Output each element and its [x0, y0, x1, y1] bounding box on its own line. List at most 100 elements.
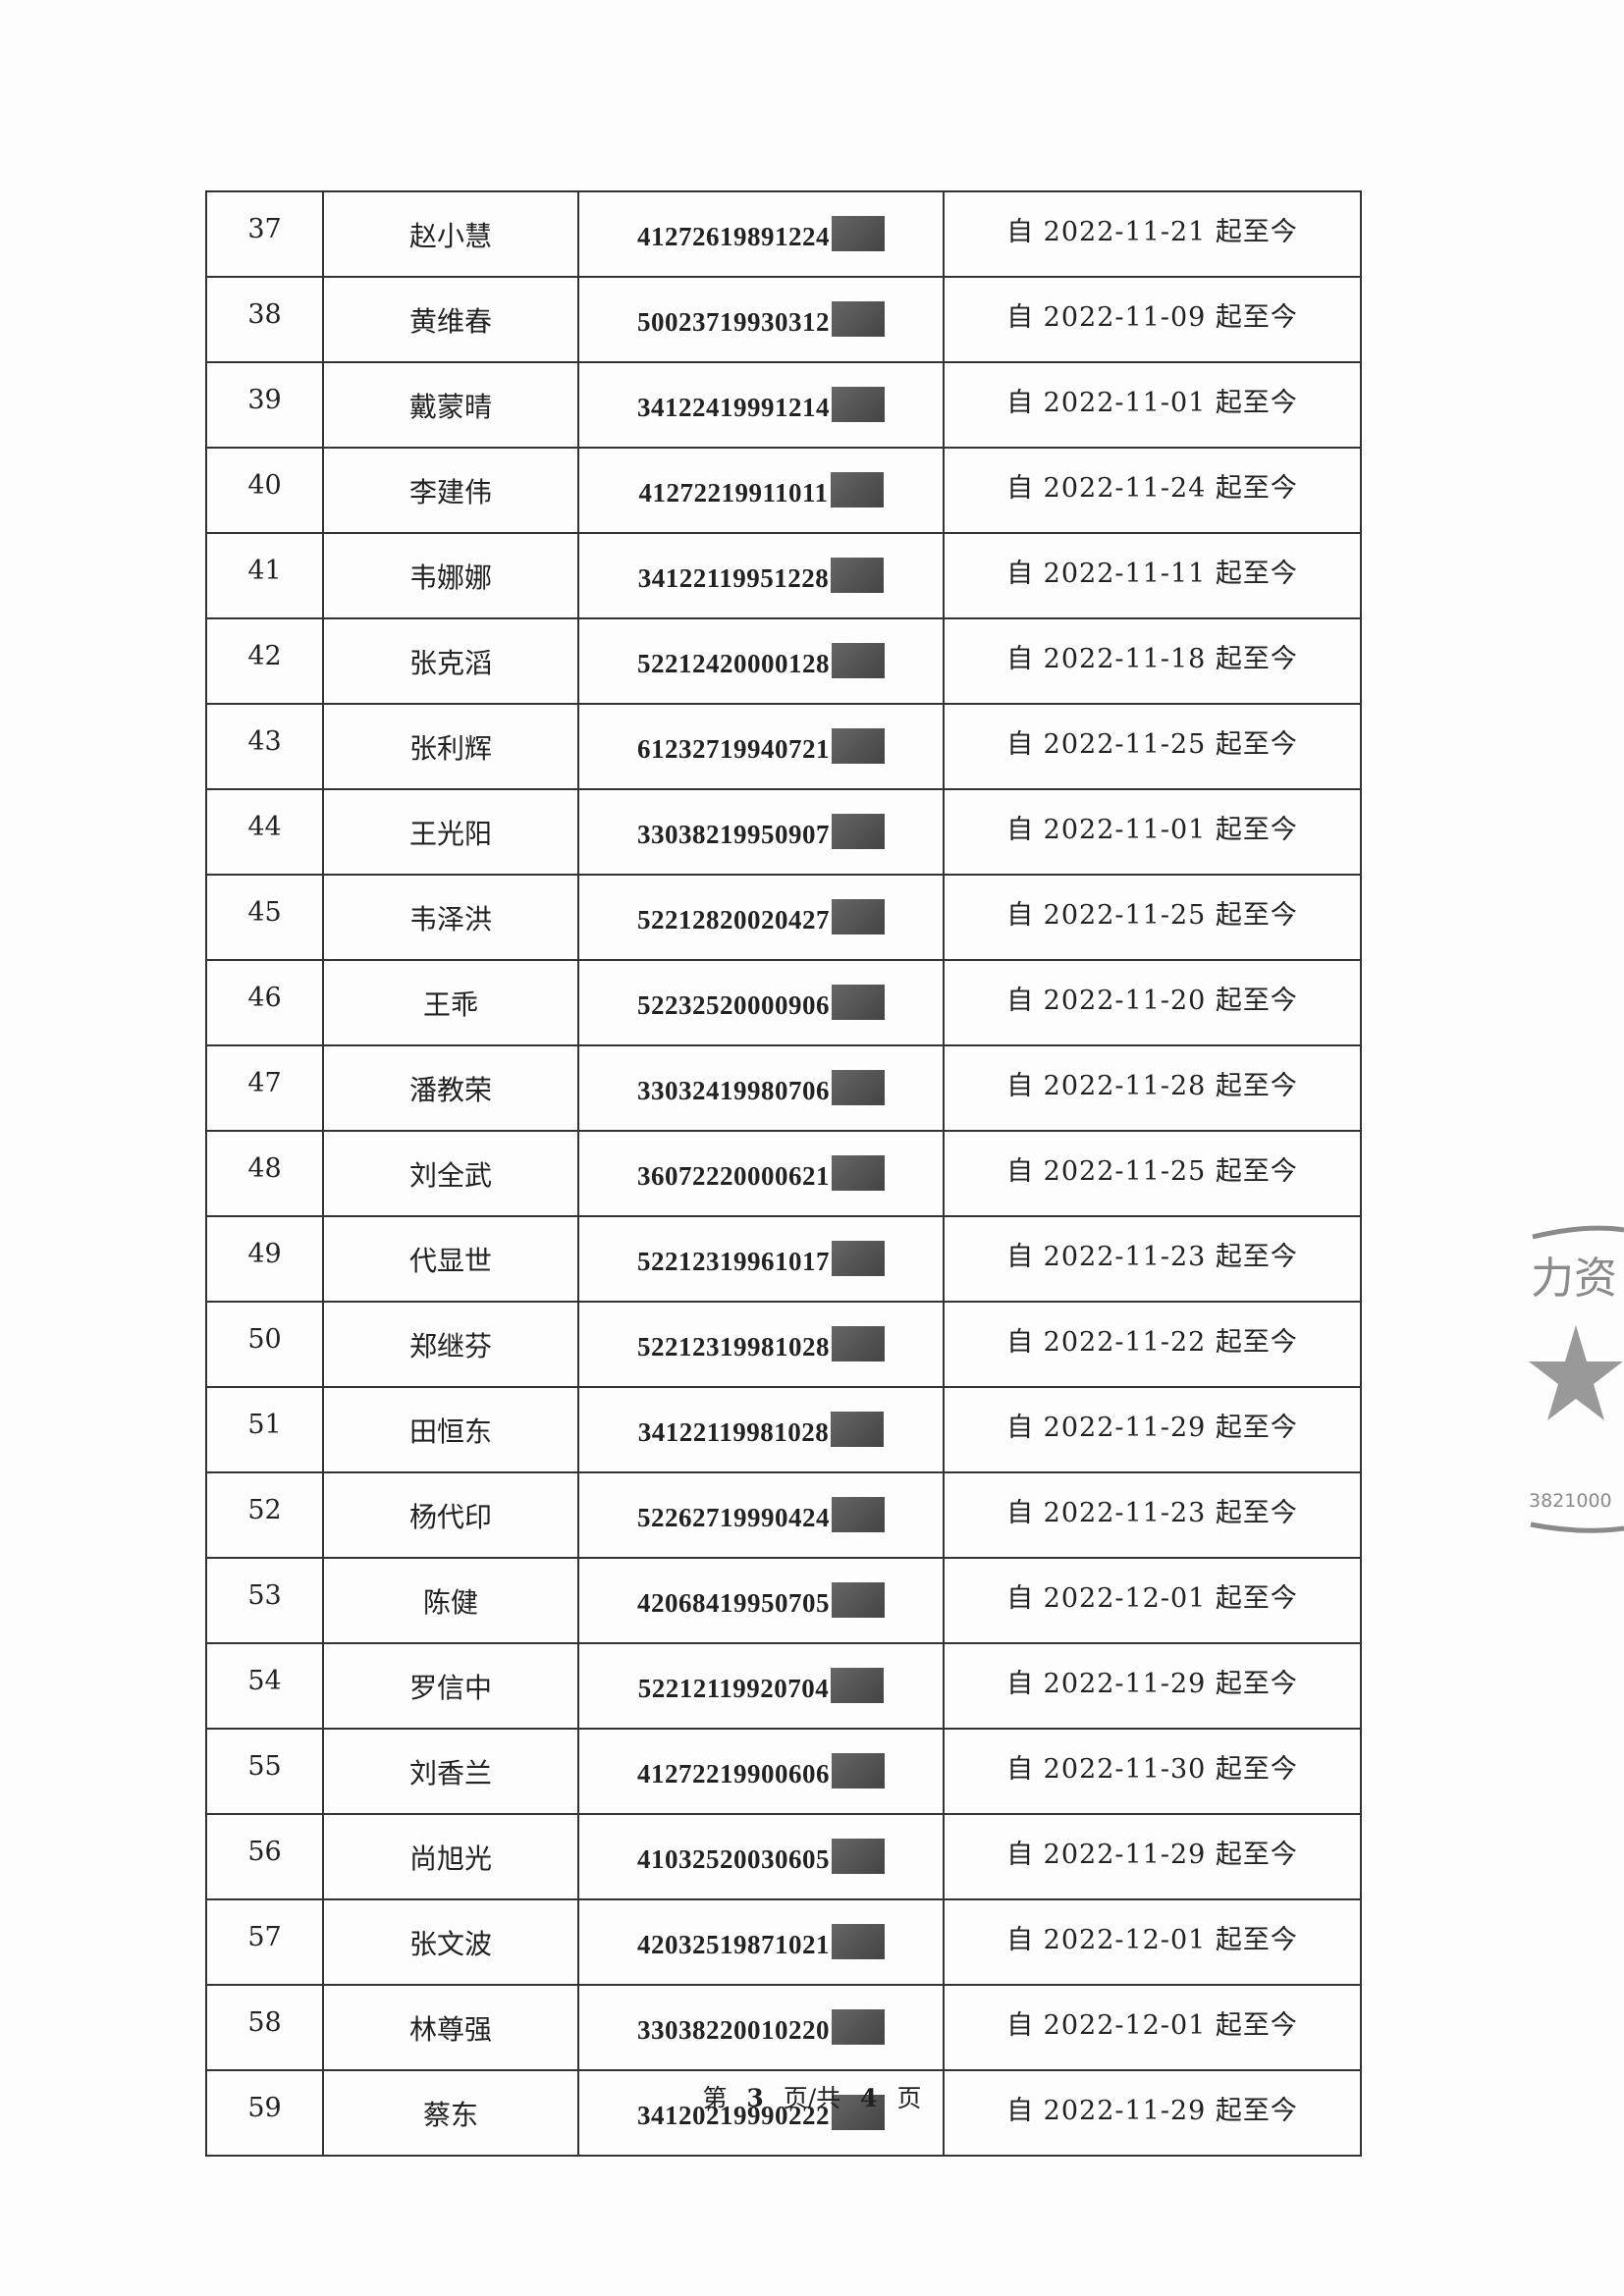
- id-number: 52262719990424: [637, 1503, 830, 1532]
- redaction-block: [832, 1582, 885, 1618]
- start-date: 自 2022-11-01 起至今: [943, 361, 1362, 449]
- start-date: 自 2022-11-23 起至今: [943, 1471, 1362, 1559]
- id-number-cell: 33038219950907: [577, 788, 945, 876]
- person-name: 田恒东: [322, 1386, 579, 1473]
- table-row: 56 尚旭光 41032520030605 自 2022-11-29 起至今: [205, 1813, 1362, 1900]
- start-date: 自 2022-11-25 起至今: [943, 874, 1362, 961]
- start-date: 自 2022-11-24 起至今: [943, 447, 1362, 534]
- id-number: 34120219990222: [637, 2101, 830, 2130]
- start-date: 自 2022-11-20 起至今: [943, 959, 1362, 1046]
- redaction-block: [832, 1497, 885, 1532]
- id-number-cell: 50023719930312: [577, 276, 945, 363]
- row-number: 52: [205, 1471, 324, 1559]
- start-date: 自 2022-11-29 起至今: [943, 1642, 1362, 1730]
- row-number: 54: [205, 1642, 324, 1730]
- seal-ring-top: [1532, 1225, 1624, 1240]
- person-name: 张克滔: [322, 617, 579, 705]
- table-row: 45 韦泽洪 52212820020427 自 2022-11-25 起至今: [205, 874, 1362, 961]
- row-number: 39: [205, 361, 324, 449]
- table-row: 51 田恒东 34122119981028 自 2022-11-29 起至今: [205, 1386, 1362, 1473]
- id-number-cell: 52212119920704: [577, 1642, 945, 1730]
- person-name: 陈健: [322, 1557, 579, 1644]
- star-icon: [1529, 1325, 1623, 1420]
- id-number-cell: 42068419950705: [577, 1557, 945, 1644]
- table-row: 57 张文波 42032519871021 自 2022-12-01 起至今: [205, 1898, 1362, 1986]
- redaction-block: [832, 814, 885, 849]
- table-row: 44 王光阳 33038219950907 自 2022-11-01 起至今: [205, 788, 1362, 876]
- redaction-block: [832, 301, 885, 337]
- id-number-cell: 52212420000128: [577, 617, 945, 705]
- table-row: 43 张利辉 61232719940721 自 2022-11-25 起至今: [205, 703, 1362, 790]
- start-date: 自 2022-11-11 起至今: [943, 532, 1362, 619]
- id-number: 52212820020427: [637, 905, 830, 934]
- id-number-cell: 61232719940721: [577, 703, 945, 790]
- start-date: 自 2022-11-21 起至今: [943, 190, 1362, 278]
- table-row: 37 赵小慧 41272619891224 自 2022-11-21 起至今: [205, 190, 1362, 278]
- person-name: 赵小慧: [322, 190, 579, 278]
- start-date: 自 2022-11-29 起至今: [943, 1813, 1362, 1900]
- seal-ring-bottom: [1530, 1522, 1624, 1533]
- id-number-cell: 52232520000906: [577, 959, 945, 1046]
- official-seal-stamp: 力资 3821000: [1529, 1225, 1624, 1533]
- start-date: 自 2022-11-29 起至今: [943, 1386, 1362, 1473]
- redaction-block: [832, 643, 885, 678]
- id-number: 34122119951228: [637, 563, 830, 593]
- id-number: 52232520000906: [637, 990, 830, 1020]
- id-number-cell: 52212319961017: [577, 1215, 945, 1303]
- id-number: 52212119920704: [637, 1674, 830, 1703]
- table-row: 47 潘教荣 33032419980706 自 2022-11-28 起至今: [205, 1044, 1362, 1132]
- row-number: 56: [205, 1813, 324, 1900]
- page-total: 4: [860, 2084, 878, 2112]
- row-number: 53: [205, 1557, 324, 1644]
- row-number: 55: [205, 1728, 324, 1815]
- start-date: 自 2022-11-18 起至今: [943, 617, 1362, 705]
- start-date: 自 2022-12-01 起至今: [943, 1984, 1362, 2071]
- row-number: 46: [205, 959, 324, 1046]
- redaction-block: [832, 1241, 885, 1276]
- table-row: 42 张克滔 52212420000128 自 2022-11-18 起至今: [205, 617, 1362, 705]
- redaction-block: [832, 1839, 885, 1874]
- person-name: 韦泽洪: [322, 874, 579, 961]
- id-number: 33038219950907: [637, 820, 830, 849]
- id-number: 52212420000128: [637, 649, 830, 678]
- start-date: 自 2022-11-28 起至今: [943, 1044, 1362, 1132]
- footer-pre: 第: [702, 2084, 728, 2112]
- person-name: 郑继芬: [322, 1301, 579, 1388]
- id-number-cell: 42032519871021: [577, 1898, 945, 1986]
- row-number: 48: [205, 1130, 324, 1217]
- id-number: 34122419991214: [637, 393, 830, 422]
- redaction-block: [832, 2009, 885, 2045]
- table-row: 55 刘香兰 41272219900606 自 2022-11-30 起至今: [205, 1728, 1362, 1815]
- person-name: 黄维春: [322, 276, 579, 363]
- table-row: 38 黄维春 50023719930312 自 2022-11-09 起至今: [205, 276, 1362, 363]
- person-name: 张利辉: [322, 703, 579, 790]
- table-row: 54 罗信中 52212119920704 自 2022-11-29 起至今: [205, 1642, 1362, 1730]
- person-name: 刘全武: [322, 1130, 579, 1217]
- person-name: 尚旭光: [322, 1813, 579, 1900]
- id-number-cell: 34120219990222: [577, 2069, 945, 2157]
- person-name: 蔡东: [322, 2069, 579, 2157]
- row-number: 43: [205, 703, 324, 790]
- id-number-cell: 33038220010220: [577, 1984, 945, 2071]
- row-number: 42: [205, 617, 324, 705]
- id-number: 52212319981028: [637, 1332, 830, 1362]
- row-number: 41: [205, 532, 324, 619]
- id-number: 41272219900606: [637, 1759, 830, 1789]
- redaction-block: [832, 1155, 885, 1191]
- id-number: 61232719940721: [637, 734, 830, 764]
- row-number: 37: [205, 190, 324, 278]
- row-number: 44: [205, 788, 324, 876]
- id-number-cell: 41032520030605: [577, 1813, 945, 1900]
- seal-code: 3821000: [1529, 1490, 1612, 1512]
- redaction-block: [832, 899, 885, 934]
- person-name: 王光阳: [322, 788, 579, 876]
- redaction-block: [832, 1753, 885, 1789]
- table-row: 41 韦娜娜 34122119951228 自 2022-11-11 起至今: [205, 532, 1362, 619]
- id-number-cell: 52212319981028: [577, 1301, 945, 1388]
- id-number: 42032519871021: [637, 1930, 830, 1959]
- person-name: 代显世: [322, 1215, 579, 1303]
- person-name: 林尊强: [322, 1984, 579, 2071]
- table-row: 40 李建伟 41272219911011 自 2022-11-24 起至今: [205, 447, 1362, 534]
- table-row: 39 戴蒙晴 34122419991214 自 2022-11-01 起至今: [205, 361, 1362, 449]
- id-number: 50023719930312: [637, 307, 830, 337]
